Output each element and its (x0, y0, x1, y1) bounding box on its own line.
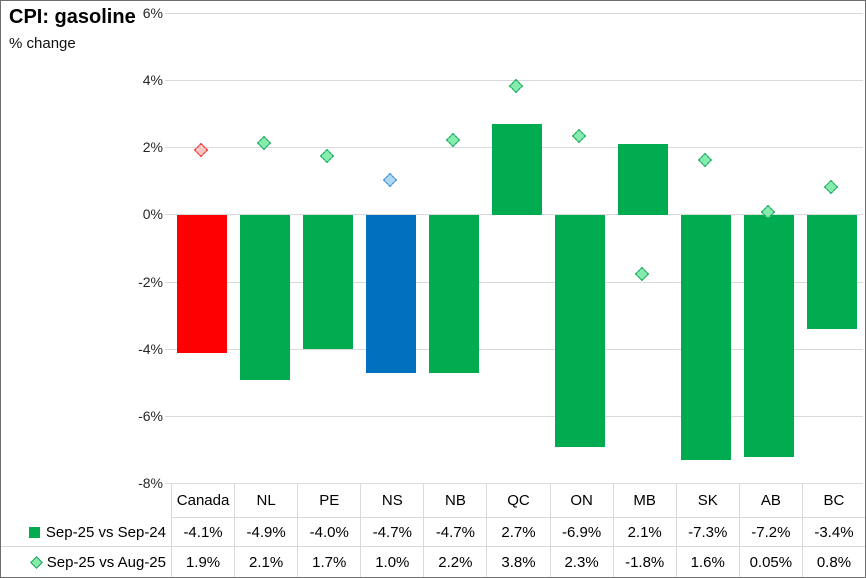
y-tick (165, 349, 171, 350)
y-axis-label: 0% (142, 206, 163, 222)
table-header-sk: SK (675, 484, 739, 518)
table-cell-sk-row1: -7.3% (675, 518, 739, 547)
table-cell-nl-row2: 2.1% (234, 547, 297, 577)
bar-on (555, 215, 605, 447)
table-header-ns: NS (360, 484, 424, 518)
bar-ab (744, 215, 794, 457)
table-header-canada: Canada (171, 484, 235, 518)
table-cell-nb-row2: 2.2% (423, 547, 486, 577)
table-cell-sk-row2: 1.6% (675, 547, 739, 577)
table-header-qc: QC (486, 484, 550, 518)
gridline--2% (171, 282, 863, 283)
table-header-mb: MB (612, 484, 676, 518)
bar-ns (366, 215, 416, 373)
y-axis-label: -4% (138, 341, 163, 357)
chart-title: CPI: gasoline (9, 6, 136, 28)
legend-square-icon (28, 526, 40, 538)
table-cell-ab-row1: -7.2% (738, 518, 802, 547)
table-cell-ab-row2: 0.05% (738, 547, 802, 577)
y-axis-label: -6% (138, 408, 163, 424)
table-cell-canada-row1: -4.1% (171, 518, 235, 547)
legend-item-markers: Sep-25 vs Aug-25 (1, 547, 171, 577)
table-cell-mb-row2: -1.8% (612, 547, 676, 577)
marker-mb (634, 266, 650, 282)
marker-on (571, 128, 587, 144)
table-cell-pe-row1: -4.0% (297, 518, 361, 547)
y-axis-label: 4% (142, 72, 163, 88)
table-cell-qc-row2: 3.8% (486, 547, 549, 577)
bar-bc (807, 215, 857, 329)
table-header-ab: AB (738, 484, 802, 518)
table-cell-bc-row2: 0.8% (801, 547, 865, 577)
legend-label: Sep-25 vs Sep-24 (45, 523, 166, 541)
table-header-nb: NB (423, 484, 487, 518)
table-cell-canada-row2: 1.9% (171, 547, 234, 577)
y-tick (165, 13, 171, 14)
gridline--4% (171, 349, 863, 350)
legend-label: Sep-25 vs Aug-25 (46, 553, 166, 571)
y-tick (165, 282, 171, 283)
y-axis-label: -2% (138, 274, 163, 290)
legend-diamond-icon (29, 555, 43, 569)
table-cell-nb-row1: -4.7% (423, 518, 487, 547)
chart-subtitle: % change (9, 35, 76, 52)
gridline-6% (171, 13, 863, 14)
y-tick (165, 147, 171, 148)
table-cell-pe-row2: 1.7% (297, 547, 360, 577)
gridline--8% (171, 483, 863, 484)
y-tick (165, 416, 171, 417)
bar-nb (429, 215, 479, 373)
table-cell-on-row1: -6.9% (549, 518, 613, 547)
table-cell-nl-row1: -4.9% (234, 518, 298, 547)
plot-area: 6% 4% 2% 0% -2% -4% -6% -8% (1, 1, 865, 491)
table-cell-ns-row2: 1.0% (360, 547, 423, 577)
y-axis-label: 6% (142, 5, 163, 21)
y-tick (165, 214, 171, 215)
bar-sk (681, 215, 731, 460)
bar-canada (177, 215, 227, 353)
table-cell-ns-row1: -4.7% (360, 518, 424, 547)
y-axis-label: 2% (142, 139, 163, 155)
bar-pe (303, 215, 353, 349)
y-axis-label: -8% (138, 475, 163, 491)
marker-ns (382, 172, 398, 188)
marker-qc (508, 78, 524, 94)
marker-pe (319, 148, 335, 164)
marker-bc (823, 179, 839, 195)
marker-canada (193, 142, 209, 158)
y-tick (165, 483, 171, 484)
table-cell-mb-row1: 2.1% (612, 518, 676, 547)
marker-sk (697, 152, 713, 168)
table-header-nl: NL (234, 484, 298, 518)
table-corner (1, 484, 171, 518)
table-header-bc: BC (801, 484, 865, 518)
legend-item-bars: Sep-25 vs Sep-24 (1, 518, 171, 547)
table-header-pe: PE (297, 484, 361, 518)
table-cell-on-row2: 2.3% (549, 547, 613, 577)
bar-qc (492, 124, 542, 215)
gridline--6% (171, 416, 863, 417)
table-cell-bc-row1: -3.4% (801, 518, 865, 547)
data-table: Canada NL PE NS NB QC ON MB SK AB BC Sep-25 vs Sep-… (1, 484, 865, 577)
bar-nl (240, 215, 290, 380)
marker-nb (445, 132, 461, 148)
table-header-on: ON (549, 484, 613, 518)
bar-mb (618, 144, 668, 215)
table-cell-qc-row1: 2.7% (486, 518, 550, 547)
y-tick (165, 80, 171, 81)
